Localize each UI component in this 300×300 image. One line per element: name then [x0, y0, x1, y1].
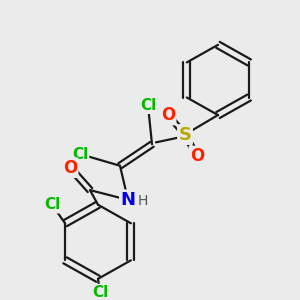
Text: O: O [63, 159, 77, 177]
Text: Cl: Cl [140, 98, 156, 113]
Text: S: S [178, 125, 191, 144]
Text: Cl: Cl [92, 285, 108, 300]
Text: O: O [190, 147, 204, 165]
Text: Cl: Cl [44, 197, 60, 212]
Text: O: O [161, 106, 175, 124]
Text: N: N [121, 191, 136, 209]
Text: H: H [138, 194, 148, 208]
Text: Cl: Cl [72, 147, 88, 161]
